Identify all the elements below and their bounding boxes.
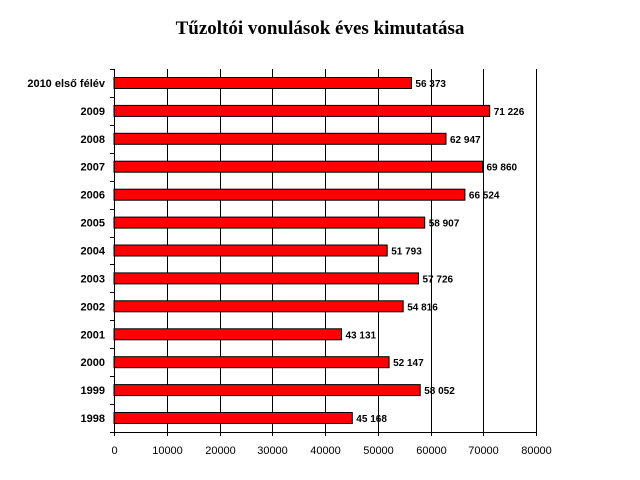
bar <box>113 300 404 313</box>
chart-title: Tűzoltói vonulások éves kimutatása <box>175 18 465 39</box>
bar <box>113 328 342 341</box>
data-label: 71 226 <box>494 107 525 118</box>
bar <box>113 356 390 369</box>
category-label: 2005 <box>81 218 105 230</box>
category-label: 2009 <box>81 106 105 118</box>
axes <box>110 69 537 436</box>
bar <box>113 412 353 424</box>
category-label: 1999 <box>81 385 105 397</box>
data-label: 62 947 <box>450 135 481 146</box>
data-label: 43 131 <box>346 330 377 341</box>
x-tick-label: 80000 <box>521 445 552 457</box>
data-label: 54 816 <box>407 302 438 313</box>
bar <box>113 160 483 173</box>
bar <box>113 244 388 257</box>
x-tick-label: 10000 <box>152 445 183 457</box>
category-label: 2007 <box>81 162 105 174</box>
x-tick-label: 20000 <box>205 445 236 457</box>
x-tick-label: 50000 <box>363 445 394 457</box>
x-tick-label: 40000 <box>310 445 341 457</box>
bar <box>113 104 491 117</box>
category-label: 2010 első félév <box>27 78 106 90</box>
data-label: 56 373 <box>415 79 446 90</box>
category-label: 2004 <box>81 246 106 258</box>
bars <box>113 77 491 424</box>
bar <box>113 77 412 89</box>
data-label: 45 168 <box>356 414 387 425</box>
x-tick-label: 70000 <box>468 445 499 457</box>
category-label: 1998 <box>81 413 105 425</box>
data-label: 52 147 <box>393 358 424 369</box>
category-label: 2000 <box>81 357 105 369</box>
data-label: 57 726 <box>423 274 454 285</box>
bar <box>113 384 421 397</box>
data-label: 66 524 <box>469 191 500 202</box>
category-label: 2006 <box>81 190 105 202</box>
bar <box>113 272 419 285</box>
category-label: 2001 <box>81 329 105 341</box>
category-label: 2008 <box>81 134 105 146</box>
data-label: 51 793 <box>391 247 422 258</box>
bar <box>113 132 447 145</box>
category-label: 2002 <box>81 301 105 313</box>
data-label: 58 052 <box>424 386 455 397</box>
data-label: 69 860 <box>487 163 518 174</box>
x-tick-label: 0 <box>111 445 117 457</box>
category-label: 2003 <box>81 273 105 285</box>
bar <box>113 216 426 229</box>
data-label: 58 907 <box>429 219 460 230</box>
x-tick-label: 30000 <box>257 445 288 457</box>
bar <box>113 188 466 201</box>
x-tick-label: 60000 <box>416 445 447 457</box>
labels: 2010 első félév 56 373 2009 71 226 2008 62 94… <box>27 78 551 457</box>
